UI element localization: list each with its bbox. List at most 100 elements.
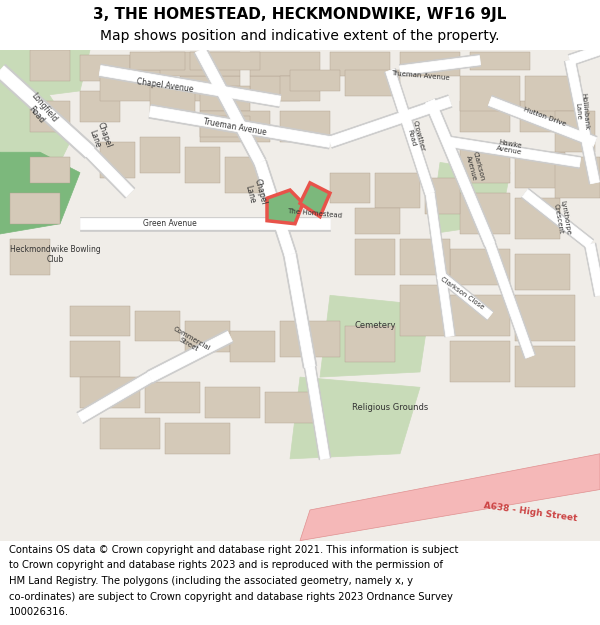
Polygon shape xyxy=(200,86,250,111)
Polygon shape xyxy=(99,64,281,107)
Polygon shape xyxy=(250,76,300,101)
Polygon shape xyxy=(80,91,120,121)
Polygon shape xyxy=(145,382,200,413)
Polygon shape xyxy=(568,44,600,66)
Polygon shape xyxy=(205,388,260,418)
Text: Religious Grounds: Religious Grounds xyxy=(352,403,428,412)
Polygon shape xyxy=(150,86,195,116)
Polygon shape xyxy=(460,193,510,234)
Polygon shape xyxy=(520,101,570,132)
Polygon shape xyxy=(525,76,580,111)
Polygon shape xyxy=(225,158,260,193)
Polygon shape xyxy=(566,59,599,184)
Text: to Crown copyright and database rights 2023 and is reproduced with the permissio: to Crown copyright and database rights 2… xyxy=(9,561,443,571)
Polygon shape xyxy=(424,99,496,247)
Text: Cemetery: Cemetery xyxy=(354,321,396,331)
Polygon shape xyxy=(135,311,180,341)
Polygon shape xyxy=(586,243,600,296)
Text: Hawke
Avenue: Hawke Avenue xyxy=(496,139,524,156)
Polygon shape xyxy=(80,218,330,229)
Polygon shape xyxy=(320,295,430,377)
Polygon shape xyxy=(400,285,445,336)
Text: Hollinbank
Lane: Hollinbank Lane xyxy=(574,92,590,131)
Polygon shape xyxy=(515,295,575,341)
Polygon shape xyxy=(200,116,250,137)
Polygon shape xyxy=(450,295,510,336)
Polygon shape xyxy=(425,177,460,214)
Polygon shape xyxy=(328,95,452,148)
Text: Map shows position and indicative extent of the property.: Map shows position and indicative extent… xyxy=(100,29,500,43)
Polygon shape xyxy=(290,377,420,459)
Polygon shape xyxy=(515,198,560,239)
Text: Trueman Avenue: Trueman Avenue xyxy=(203,117,267,137)
Polygon shape xyxy=(330,52,390,76)
Polygon shape xyxy=(200,111,270,142)
Polygon shape xyxy=(185,147,220,183)
Polygon shape xyxy=(345,326,395,362)
Polygon shape xyxy=(267,190,303,224)
Polygon shape xyxy=(0,50,90,101)
Polygon shape xyxy=(399,54,481,76)
Polygon shape xyxy=(148,331,232,382)
Text: Heckmondwike Bowling
Club: Heckmondwike Bowling Club xyxy=(10,245,100,264)
Polygon shape xyxy=(355,208,400,234)
Polygon shape xyxy=(486,242,534,358)
Polygon shape xyxy=(280,111,330,142)
Polygon shape xyxy=(280,76,320,101)
Text: Crowther
Road: Crowther Road xyxy=(404,120,425,154)
Polygon shape xyxy=(564,59,600,184)
Polygon shape xyxy=(345,71,400,96)
Text: Trueman Avenue: Trueman Avenue xyxy=(391,70,449,81)
Text: 3, THE HOMESTEAD, HECKMONDWIKE, WF16 9JL: 3, THE HOMESTEAD, HECKMONDWIKE, WF16 9JL xyxy=(94,6,506,21)
Polygon shape xyxy=(99,66,281,106)
Polygon shape xyxy=(30,50,70,81)
Polygon shape xyxy=(140,137,180,172)
Polygon shape xyxy=(194,47,266,166)
Polygon shape xyxy=(100,142,135,177)
Polygon shape xyxy=(449,136,581,169)
Polygon shape xyxy=(484,242,536,359)
Polygon shape xyxy=(10,193,60,224)
Polygon shape xyxy=(80,377,140,408)
Text: Clarkson Close: Clarkson Close xyxy=(439,276,485,311)
Text: Contains OS data © Crown copyright and database right 2021. This information is : Contains OS data © Crown copyright and d… xyxy=(9,545,458,555)
Polygon shape xyxy=(165,423,230,454)
Polygon shape xyxy=(425,192,455,337)
Polygon shape xyxy=(385,69,436,195)
Polygon shape xyxy=(328,96,452,147)
Polygon shape xyxy=(86,148,134,197)
Polygon shape xyxy=(584,243,600,296)
Text: Chapel Avenue: Chapel Avenue xyxy=(136,78,194,94)
Polygon shape xyxy=(230,331,275,362)
Text: Clarkson
Avenue: Clarkson Avenue xyxy=(465,151,485,184)
Polygon shape xyxy=(0,111,70,193)
Polygon shape xyxy=(450,341,510,382)
Polygon shape xyxy=(30,101,70,132)
Polygon shape xyxy=(160,52,240,76)
Polygon shape xyxy=(80,217,330,231)
Polygon shape xyxy=(180,76,240,101)
Polygon shape xyxy=(555,158,600,198)
Text: Hutton Drive: Hutton Drive xyxy=(523,106,567,127)
Polygon shape xyxy=(77,372,152,423)
Polygon shape xyxy=(488,97,596,146)
Polygon shape xyxy=(0,64,95,158)
Polygon shape xyxy=(515,346,575,388)
Polygon shape xyxy=(437,271,493,320)
Text: Lynthorpe
Crescent: Lynthorpe Crescent xyxy=(553,201,571,237)
Polygon shape xyxy=(0,152,80,234)
Polygon shape xyxy=(85,147,135,198)
Polygon shape xyxy=(375,173,420,208)
Polygon shape xyxy=(437,272,493,319)
Polygon shape xyxy=(280,321,340,357)
Polygon shape xyxy=(400,52,460,76)
Polygon shape xyxy=(460,76,520,111)
Polygon shape xyxy=(253,160,296,257)
Polygon shape xyxy=(330,173,370,203)
Polygon shape xyxy=(250,52,320,76)
Polygon shape xyxy=(70,341,120,377)
Polygon shape xyxy=(100,71,170,101)
Text: Longfield
Road: Longfield Road xyxy=(21,92,59,131)
Text: The Homestead: The Homestead xyxy=(287,208,343,219)
Polygon shape xyxy=(522,189,593,248)
